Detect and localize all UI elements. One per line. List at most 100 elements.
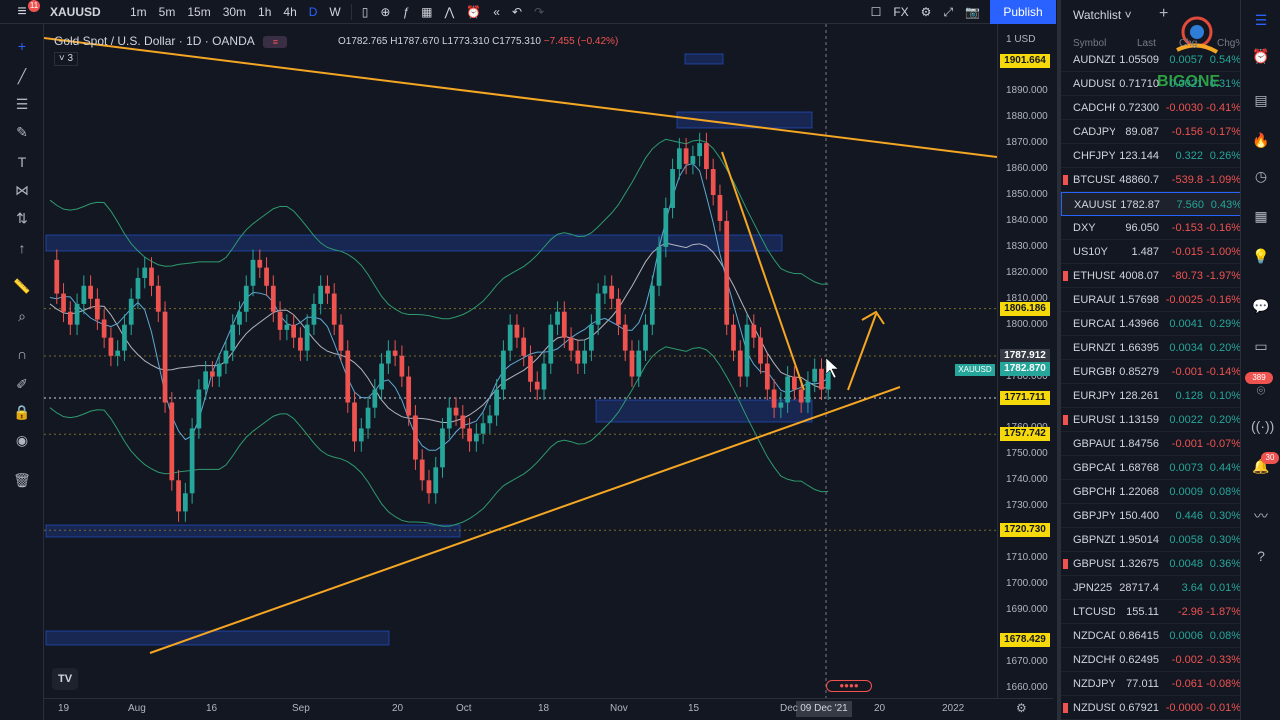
interval-d[interactable]: D: [308, 4, 318, 19]
watchlist-row[interactable]: ETHUSD 4008.07 -80.73 -1.97%: [1061, 264, 1244, 288]
alerts-icon[interactable]: ⏰: [1252, 48, 1270, 64]
watchlist-icon[interactable]: ☰: [1254, 12, 1268, 28]
arrow-up-icon[interactable]: ↑: [18, 240, 26, 256]
watchlist-row[interactable]: GBPCHF 1.22068 0.0009 0.08%: [1061, 480, 1244, 504]
redo-icon[interactable]: ↷: [534, 4, 545, 19]
watchlist-row[interactable]: JPN225 28717.4 3.64 0.01%: [1061, 576, 1244, 600]
price-scale[interactable]: 1 USD 1890.000 1880.000 1870.000 1860.000 18…: [997, 24, 1053, 698]
hotlist-icon[interactable]: 🔥: [1252, 132, 1270, 148]
interval-15m[interactable]: 15m: [187, 4, 211, 19]
chat-icon[interactable]: 💬: [1252, 298, 1270, 314]
watchlist-row[interactable]: NZDJPY 77.011 -0.061 -0.08%: [1061, 672, 1244, 696]
flag-icon[interactable]: [1063, 703, 1068, 713]
fib-icon[interactable]: ☰: [15, 96, 29, 112]
watchlist-row[interactable]: EURJPY 128.261 0.128 0.10%: [1061, 384, 1244, 408]
ideas-icon[interactable]: 💡: [1252, 248, 1270, 264]
fullscreen-box-icon[interactable]: ☐: [870, 4, 882, 19]
eye-icon[interactable]: ◉: [15, 432, 29, 448]
crosshair-icon[interactable]: +: [17, 38, 27, 54]
symbol-search[interactable]: XAUUSD: [50, 4, 101, 19]
watchlist-row[interactable]: GBPUSD 1.32675 0.0048 0.36%: [1061, 552, 1244, 576]
expand-icon[interactable]: ⤢: [943, 4, 954, 19]
undo-icon[interactable]: ↶: [511, 4, 522, 19]
watchlist-row[interactable]: GBPJPY 150.400 0.446 0.30%: [1061, 504, 1244, 528]
price-chart[interactable]: [44, 24, 997, 698]
watchlist-row[interactable]: AUDUSD 0.71710 0.0021 0.31%: [1061, 72, 1244, 96]
flag-icon[interactable]: [1063, 175, 1068, 185]
flag-icon[interactable]: [1063, 559, 1068, 569]
watchlist-row[interactable]: NZDCAD 0.86415 0.0006 0.08%: [1061, 624, 1244, 648]
pulse-icon[interactable]: 〰: [1254, 508, 1268, 524]
watchlist-row[interactable]: NZDUSD 0.67921 -0.0000 -0.01%: [1061, 696, 1244, 720]
magnet-icon[interactable]: ∩: [16, 346, 28, 362]
watchlist-row[interactable]: EURUSD 1.13159 0.0022 0.20%: [1061, 408, 1244, 432]
col-last[interactable]: Last: [1137, 38, 1156, 49]
watchlist-row[interactable]: CADJPY 89.087 -0.156 -0.17%: [1061, 120, 1244, 144]
indicators-collapse[interactable]: ˅ 3: [54, 52, 78, 66]
watchlist-row[interactable]: CHFJPY 123.144 0.322 0.26%: [1061, 144, 1244, 168]
legend-eye-icon[interactable]: ≡: [263, 36, 288, 48]
currency-menu[interactable]: FX: [893, 4, 909, 19]
time-scale[interactable]: 09 Dec '21 ⚙ 19 Aug 16 Sep 20 Oct 18 Nov 15 Dec 20…: [44, 698, 1053, 720]
watchlist-row[interactable]: EURNZD 1.66395 0.0034 0.20%: [1061, 336, 1244, 360]
interval-5m[interactable]: 5m: [158, 4, 176, 19]
watchlist-row[interactable]: NZDCHF 0.62495 -0.002 -0.33%: [1061, 648, 1244, 672]
col-chg[interactable]: Chg: [1179, 38, 1198, 49]
camera-icon[interactable]: 📷: [965, 4, 980, 19]
watchlist-row[interactable]: US10Y 1.487 -0.015 -1.00%: [1061, 240, 1244, 264]
interval-4h[interactable]: 4h: [283, 4, 297, 19]
menu-icon[interactable]: ≡: [17, 2, 27, 20]
publish-button[interactable]: Publish: [990, 0, 1056, 24]
watchlist-row[interactable]: BTCUSD 48860.7 -539.8 -1.09%: [1061, 168, 1244, 192]
text-icon[interactable]: T: [17, 154, 27, 170]
prediction-icon[interactable]: ⇅: [16, 210, 28, 226]
interval-1m[interactable]: 1m: [130, 4, 147, 19]
alert-icon[interactable]: ⏰: [466, 4, 482, 19]
watchlist-row[interactable]: CADCHF 0.72300 -0.0030 -0.41%: [1061, 96, 1244, 120]
replay-icon[interactable]: «: [493, 4, 500, 19]
messages-icon[interactable]: ▭: [1254, 338, 1268, 354]
data-window-icon[interactable]: ▤: [1254, 92, 1268, 108]
lock-drawing-icon[interactable]: ✐: [16, 376, 28, 392]
watchlist-title[interactable]: Watchlist ˅: [1073, 8, 1132, 22]
streams-icon[interactable]: ⌾: [1256, 382, 1266, 398]
col-chgpct[interactable]: Chg%: [1217, 38, 1245, 49]
watchlist-row[interactable]: EURGBP 0.85279 -0.001 -0.14%: [1061, 360, 1244, 384]
watchlist-row[interactable]: AUDNZD 1.05509 0.0057 0.54%: [1061, 48, 1244, 72]
templates-icon[interactable]: ▦: [421, 4, 433, 19]
flag-icon[interactable]: [1063, 271, 1068, 281]
events-icon[interactable]: ●●●●: [826, 680, 872, 692]
flag-icon[interactable]: [1063, 415, 1068, 425]
pattern-icon[interactable]: ⋈: [15, 182, 29, 198]
compare-icon[interactable]: ⊕: [380, 4, 391, 19]
trash-icon[interactable]: 🗑: [13, 472, 31, 488]
watchlist-row[interactable]: GBPCAD 1.68768 0.0073 0.44%: [1061, 456, 1244, 480]
interval-w[interactable]: W: [329, 4, 341, 19]
interval-1h[interactable]: 1h: [258, 4, 272, 19]
help-icon[interactable]: ?: [1257, 548, 1265, 564]
broadcast-icon[interactable]: ((·)): [1251, 418, 1275, 434]
clock-icon[interactable]: ◷: [1254, 168, 1268, 184]
watchlist-row[interactable]: EURCAD 1.43966 0.0041 0.29%: [1061, 312, 1244, 336]
add-symbol-icon[interactable]: +: [1159, 5, 1169, 22]
settings-gear-icon[interactable]: ⚙: [1016, 701, 1027, 715]
lock-icon[interactable]: 🔒: [13, 404, 31, 420]
calendar-icon[interactable]: ▦: [1254, 208, 1268, 224]
watchlist-row[interactable]: DXY 96.050 -0.153 -0.16%: [1061, 216, 1244, 240]
candle-style-icon[interactable]: ▯: [361, 4, 369, 19]
watchlist-row[interactable]: XAUUSD 1782.87 7.560 0.43%: [1061, 192, 1244, 216]
indicators-icon[interactable]: ƒ: [402, 4, 410, 19]
watchlist-row[interactable]: LTCUSD 155.11 -2.96 -1.87%: [1061, 600, 1244, 624]
trendline-icon[interactable]: ╱: [17, 68, 27, 84]
currency-label[interactable]: 1 USD: [1006, 34, 1036, 45]
interval-30m[interactable]: 30m: [222, 4, 247, 19]
watchlist-row[interactable]: EURAUD 1.57698 -0.0025 -0.16%: [1061, 288, 1244, 312]
ruler-icon[interactable]: 📏: [13, 278, 31, 294]
layout-icon[interactable]: ⋀: [444, 4, 455, 19]
zoom-icon[interactable]: ⌕: [18, 308, 26, 324]
watchlist-row[interactable]: GBPNZD 1.95014 0.0058 0.30%: [1061, 528, 1244, 552]
watchlist-row[interactable]: GBPAUD 1.84756 -0.001 -0.07%: [1061, 432, 1244, 456]
settings-icon[interactable]: ⚙: [920, 4, 932, 19]
brush-icon[interactable]: ✎: [16, 124, 28, 140]
col-symbol[interactable]: Symbol: [1073, 38, 1107, 49]
